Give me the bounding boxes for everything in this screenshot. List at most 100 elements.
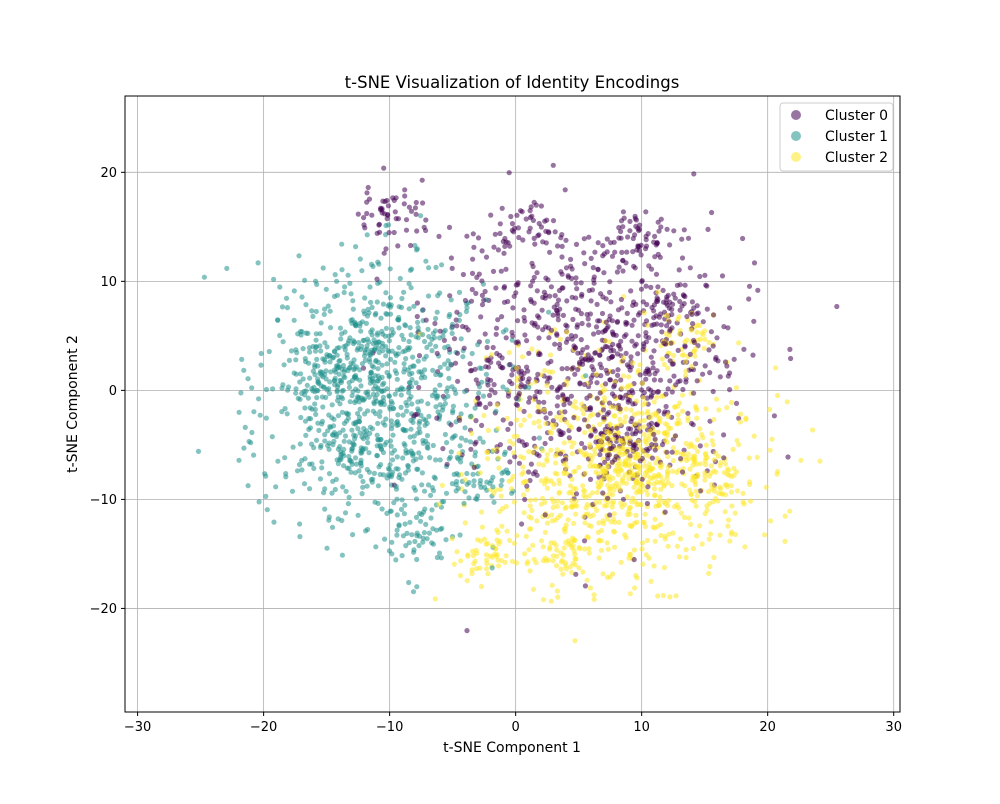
scatter-point bbox=[469, 567, 475, 573]
scatter-point bbox=[407, 325, 413, 331]
scatter-point bbox=[437, 328, 443, 334]
scatter-point bbox=[524, 338, 530, 344]
scatter-point bbox=[331, 367, 338, 373]
scatter-point bbox=[396, 304, 402, 310]
scatter-point bbox=[481, 297, 487, 303]
scatter-point bbox=[534, 518, 540, 524]
scatter-point bbox=[568, 256, 574, 262]
scatter-point bbox=[564, 329, 570, 335]
scatter-point bbox=[360, 365, 367, 371]
scatter-point bbox=[643, 436, 649, 442]
scatter-point bbox=[498, 482, 504, 488]
scatter-point bbox=[669, 483, 675, 489]
scatter-point bbox=[576, 565, 582, 571]
scatter-point bbox=[702, 470, 708, 476]
scatter-point bbox=[388, 443, 394, 449]
scatter-point bbox=[639, 387, 645, 393]
scatter-point bbox=[587, 393, 593, 399]
scatter-point bbox=[683, 372, 689, 379]
scatter-point bbox=[703, 442, 709, 448]
scatter-point bbox=[361, 215, 367, 221]
scatter-point bbox=[700, 435, 706, 441]
scatter-point bbox=[550, 504, 556, 511]
scatter-point bbox=[524, 483, 530, 489]
scatter-point bbox=[341, 453, 347, 459]
scatter-point bbox=[560, 552, 567, 558]
scatter-point bbox=[386, 548, 393, 554]
scatter-point bbox=[370, 408, 376, 414]
scatter-point bbox=[464, 470, 470, 477]
scatter-point bbox=[495, 557, 501, 563]
scatter-point bbox=[672, 433, 679, 439]
scatter-point bbox=[574, 286, 580, 292]
scatter-point bbox=[624, 494, 630, 500]
scatter-point bbox=[587, 585, 594, 591]
scatter-point bbox=[725, 466, 731, 472]
scatter-point bbox=[380, 449, 387, 456]
scatter-point bbox=[518, 454, 524, 460]
scatter-point bbox=[586, 234, 592, 240]
scatter-point bbox=[581, 538, 588, 544]
scatter-point bbox=[651, 481, 657, 487]
scatter-point bbox=[586, 357, 592, 363]
scatter-point bbox=[680, 451, 687, 457]
scatter-point bbox=[762, 532, 768, 538]
scatter-point bbox=[471, 464, 477, 471]
scatter-point bbox=[411, 547, 417, 553]
scatter-point bbox=[626, 457, 632, 463]
scatter-point bbox=[445, 365, 451, 372]
scatter-point bbox=[509, 558, 515, 564]
scatter-point bbox=[587, 413, 593, 419]
scatter-point bbox=[347, 458, 353, 464]
scatter-point bbox=[585, 511, 591, 517]
scatter-point bbox=[416, 543, 422, 549]
scatter-point bbox=[505, 426, 511, 432]
scatter-point bbox=[433, 264, 439, 270]
scatter-point bbox=[704, 283, 710, 289]
scatter-point bbox=[669, 449, 675, 455]
scatter-point bbox=[536, 350, 542, 356]
scatter-point bbox=[642, 463, 648, 469]
scatter-point bbox=[357, 406, 363, 412]
scatter-point bbox=[642, 511, 648, 517]
scatter-point bbox=[426, 413, 432, 419]
scatter-point bbox=[656, 418, 662, 424]
scatter-point bbox=[709, 438, 715, 444]
scatter-point bbox=[728, 531, 735, 537]
scatter-point bbox=[507, 378, 513, 384]
scatter-point bbox=[487, 392, 493, 398]
scatter-point bbox=[591, 596, 597, 603]
scatter-point bbox=[413, 496, 420, 502]
scatter-point bbox=[590, 367, 597, 373]
scatter-point bbox=[738, 411, 744, 417]
scatter-point bbox=[279, 304, 286, 310]
scatter-point bbox=[595, 329, 602, 335]
scatter-point bbox=[716, 490, 722, 496]
scatter-point bbox=[627, 551, 633, 557]
scatter-point bbox=[372, 373, 378, 379]
scatter-point bbox=[627, 228, 633, 234]
scatter-point bbox=[632, 216, 639, 222]
scatter-point bbox=[678, 456, 684, 462]
scatter-point bbox=[653, 271, 660, 277]
x-tick-label: 0 bbox=[512, 720, 520, 735]
x-tick-label: 20 bbox=[759, 720, 776, 735]
scatter-point bbox=[616, 484, 622, 490]
scatter-point bbox=[383, 325, 389, 331]
scatter-point bbox=[460, 271, 466, 278]
scatter-point bbox=[665, 480, 671, 486]
scatter-point bbox=[687, 265, 693, 271]
scatter-point bbox=[697, 488, 704, 494]
scatter-point bbox=[557, 336, 564, 342]
scatter-point bbox=[332, 272, 338, 278]
scatter-point bbox=[436, 501, 442, 507]
scatter-point bbox=[376, 345, 382, 351]
scatter-point bbox=[406, 338, 412, 345]
scatter-point bbox=[516, 234, 522, 241]
scatter-point bbox=[434, 309, 440, 315]
scatter-point bbox=[659, 356, 665, 362]
scatter-point bbox=[575, 415, 581, 422]
scatter-point bbox=[573, 511, 579, 517]
scatter-point bbox=[279, 409, 285, 415]
scatter-point bbox=[690, 321, 696, 327]
